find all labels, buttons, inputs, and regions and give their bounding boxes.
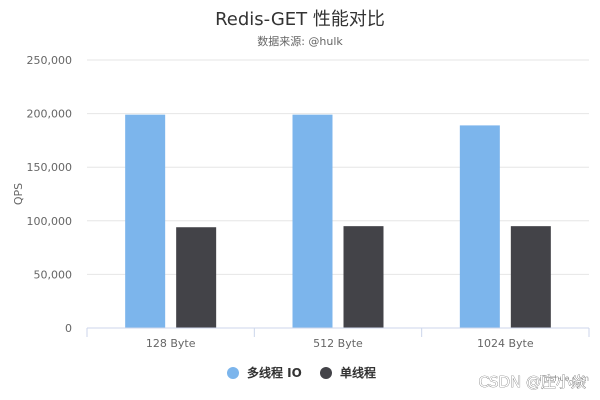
chart-title: Redis-GET 性能对比 xyxy=(215,9,385,30)
bar xyxy=(459,125,500,328)
y-tick-label: 100,000 xyxy=(27,215,73,228)
bar xyxy=(510,226,551,328)
chart-subtitle: 数据来源: @hulk xyxy=(257,34,343,48)
y-tick-label: 50,000 xyxy=(34,268,73,281)
y-tick-label: 250,000 xyxy=(27,54,73,67)
y-tick-label: 200,000 xyxy=(27,108,73,121)
x-tick-label: 1024 Byte xyxy=(477,337,534,350)
credit-text: iTushuo.com xyxy=(539,374,589,383)
x-tick-label: 512 Byte xyxy=(313,337,363,350)
y-axis-ticks: 0 50,000 100,000 150,000 200,000 250,000 xyxy=(27,54,73,335)
legend-marker xyxy=(320,367,332,379)
y-axis-title: QPS xyxy=(12,183,25,205)
bar xyxy=(125,114,166,328)
legend: 多线程 IO 单线程 xyxy=(227,365,376,380)
gridlines xyxy=(87,59,589,275)
y-tick-label: 0 xyxy=(65,322,72,335)
watermark-text: CSDN @庄小焱 xyxy=(478,373,586,391)
legend-marker xyxy=(227,367,239,379)
y-tick-label: 150,000 xyxy=(27,161,73,174)
bar xyxy=(176,227,217,328)
legend-label: 单线程 xyxy=(340,365,376,380)
legend-label: 多线程 IO xyxy=(247,365,302,380)
bar xyxy=(343,226,384,328)
x-tick-label: 128 Byte xyxy=(146,337,196,350)
bars xyxy=(125,114,551,328)
bar xyxy=(292,114,333,328)
x-axis-ticks: 128 Byte 512 Byte 1024 Byte xyxy=(86,328,590,350)
